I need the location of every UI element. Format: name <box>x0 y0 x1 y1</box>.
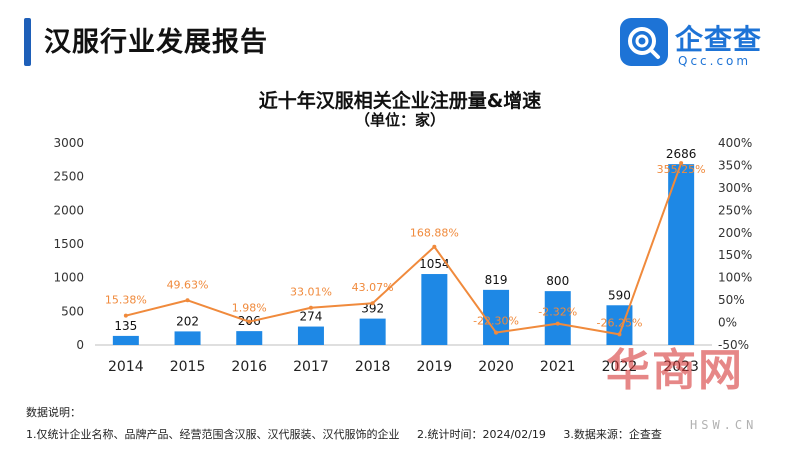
y-right-tick-label: 0% <box>718 316 737 330</box>
note-item: 1.仅统计企业名称、品牌产品、经营范围含汉服、汉代服装、汉代服饰的企业 <box>26 428 400 441</box>
x-tick-label: 2018 <box>355 359 391 375</box>
y-right-tick-label: 250% <box>718 203 752 217</box>
x-tick-label: 2020 <box>478 359 514 375</box>
combo-chart: 0 500 1000 1500 2000 2500 3000 -50% 0% 50% 100% 15… <box>53 136 752 375</box>
bar-value-label: 274 <box>299 310 322 324</box>
bar <box>174 331 201 345</box>
growth-value-label: 1.98% <box>232 302 267 315</box>
y-right-tick-label: 200% <box>718 226 752 240</box>
y-right-tick-label: 150% <box>718 248 752 262</box>
growth-line-series <box>123 161 684 337</box>
bar-value-label: 590 <box>608 288 631 302</box>
y-left-tick-label: 2000 <box>53 203 84 217</box>
y-axis-left: 0 500 1000 1500 2000 2500 3000 <box>53 136 84 352</box>
growth-point <box>617 332 622 337</box>
note-item: 2.统计时间：2024/02/19 <box>417 428 546 441</box>
y-left-tick-label: 1000 <box>53 271 84 285</box>
x-axis: 2014 2015 2016 2017 2018 2019 2020 2021 2022 2023 <box>95 344 712 375</box>
growth-value-label: -26.25% <box>596 316 642 329</box>
x-tick-label: 2016 <box>231 359 267 375</box>
bar-value-label: 819 <box>485 273 508 287</box>
y-left-tick-label: 3000 <box>53 136 84 150</box>
growth-value-label: 355.25% <box>657 163 706 176</box>
y-right-tick-label: -50% <box>718 338 749 352</box>
bar-series <box>112 164 695 345</box>
qcc-logo-icon <box>620 18 668 66</box>
x-tick-label: 2015 <box>170 359 206 375</box>
y-right-tick-label: 400% <box>718 136 752 150</box>
growth-value-label: 49.63% <box>167 278 209 291</box>
growth-value-label: 33.01% <box>290 286 332 299</box>
bar <box>297 326 324 345</box>
growth-point <box>308 305 313 310</box>
growth-value-label: 168.88% <box>410 227 459 240</box>
notes-title: 数据说明： <box>26 406 81 419</box>
growth-value-label: -2.32% <box>538 306 577 319</box>
bar-value-label: 135 <box>114 319 137 333</box>
bar <box>421 274 448 345</box>
growth-point <box>247 319 252 324</box>
x-tick-label: 2019 <box>417 359 453 375</box>
y-left-tick-label: 1500 <box>53 237 84 251</box>
growth-point <box>432 244 437 249</box>
brand-url: Qcc.com <box>678 54 752 68</box>
bar <box>359 318 386 345</box>
chart-title: 近十年汉服相关企业注册量&增速 <box>258 90 542 112</box>
x-tick-label: 2014 <box>108 359 144 375</box>
bar-value-label: 392 <box>361 302 384 316</box>
x-tick-label: 2021 <box>540 359 576 375</box>
growth-point <box>494 330 499 335</box>
growth-value-label: 43.07% <box>352 281 394 294</box>
y-right-tick-label: 350% <box>718 158 752 172</box>
growth-value-label: 15.38% <box>105 294 147 307</box>
bar-value-label: 2686 <box>666 147 697 161</box>
note-item: 3.数据来源：企查查 <box>563 428 662 441</box>
y-left-tick-label: 0 <box>76 338 84 352</box>
brand-name: 企查查 <box>675 23 763 56</box>
bar <box>483 289 510 345</box>
notes-line: 1.仅统计企业名称、品牌产品、经营范围含汉服、汉代服装、汉代服饰的企业 2.统计… <box>26 426 676 442</box>
x-tick-label: 2017 <box>293 359 329 375</box>
y-left-tick-label: 2500 <box>53 170 84 184</box>
y-right-tick-label: 100% <box>718 271 752 285</box>
growth-value-label: -22.30% <box>473 315 519 328</box>
chart-subtitle: （单位：家） <box>354 111 445 129</box>
bar-value-label: 800 <box>546 274 569 288</box>
y-right-tick-label: 50% <box>718 293 745 307</box>
brand-logo: 企查查 Qcc.com <box>620 18 780 70</box>
growth-point <box>370 301 375 306</box>
y-left-tick-label: 500 <box>61 304 84 318</box>
bar <box>112 335 139 345</box>
y-right-tick-label: 300% <box>718 181 752 195</box>
growth-value-labels: 15.38% 49.63% 1.98% 33.01% 43.07% 168.88% -22.… <box>105 163 706 329</box>
bar-value-label: 202 <box>176 314 199 328</box>
header-accent-bar <box>24 18 31 66</box>
watermark-url: HSW.CN <box>690 418 758 432</box>
x-tick-label: 2022 <box>602 359 638 375</box>
x-tick-label: 2023 <box>663 359 699 375</box>
bar <box>236 331 263 345</box>
y-axis-right: -50% 0% 50% 100% 150% 200% 250% 300% 350% 400% <box>718 136 752 352</box>
bar-value-label: 1054 <box>419 257 450 271</box>
growth-line <box>125 162 683 336</box>
growth-point <box>555 321 560 326</box>
growth-point <box>679 161 684 166</box>
growth-point <box>123 313 128 318</box>
report-title: 汉服行业发展报告 <box>44 27 268 58</box>
growth-point <box>185 298 190 303</box>
bar <box>544 291 571 345</box>
bar <box>668 164 695 345</box>
bar-value-labels: 13520220627439210548198005902686 <box>114 147 696 333</box>
